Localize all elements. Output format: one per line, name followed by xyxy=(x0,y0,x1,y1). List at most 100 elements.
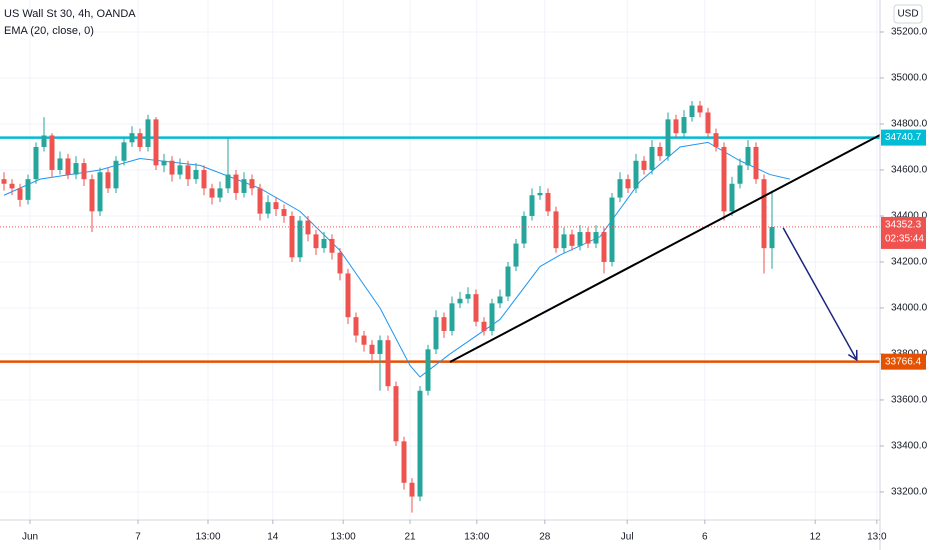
level-label: 34740.7 xyxy=(885,132,922,143)
candle-body xyxy=(265,202,271,214)
arrow-line xyxy=(782,227,858,361)
candle-body xyxy=(433,317,439,350)
countdown-label: 02:35:44 xyxy=(885,234,924,245)
candle-body xyxy=(409,482,415,497)
candle-body xyxy=(441,317,447,331)
candle-body xyxy=(489,303,495,331)
level-label-box xyxy=(881,353,926,370)
candle-body xyxy=(329,238,335,253)
x-tick-label: 28 xyxy=(539,532,551,543)
candle-body xyxy=(729,183,735,212)
candle-body xyxy=(697,105,703,113)
candle-body xyxy=(545,192,551,212)
indicator-label: EMA (20, close, 0) xyxy=(4,25,94,37)
level-label: 33766.4 xyxy=(885,356,922,367)
candle-body xyxy=(145,119,151,147)
candle-body xyxy=(529,195,535,216)
candle-body xyxy=(97,172,103,212)
candle-body xyxy=(105,172,111,189)
candle-body xyxy=(473,294,479,322)
candle-body xyxy=(313,234,319,249)
candle-body xyxy=(569,234,575,246)
candle-body xyxy=(481,321,487,331)
candle-body xyxy=(289,215,295,258)
y-tick-label: 34800.0 xyxy=(891,119,928,130)
candle-body xyxy=(137,133,143,147)
candle-body xyxy=(393,386,399,442)
candle-body xyxy=(113,160,119,189)
candle-body xyxy=(705,112,711,134)
x-tick-label: 14 xyxy=(267,532,279,543)
candle-body xyxy=(49,135,55,170)
candle-body xyxy=(129,133,135,143)
y-tick-label: 34400.0 xyxy=(891,211,928,222)
candle-body xyxy=(121,142,127,161)
candle-body xyxy=(321,238,327,249)
candle-body xyxy=(497,296,503,304)
x-tick-label: 13:0 xyxy=(867,532,887,543)
candle-body xyxy=(17,188,23,200)
y-tick-label: 33200.0 xyxy=(891,487,928,498)
candle-body xyxy=(657,146,663,157)
y-tick-label: 34200.0 xyxy=(891,257,928,268)
candle-body xyxy=(89,179,95,212)
x-tick-label: Jun xyxy=(22,532,38,543)
candle-body xyxy=(465,294,471,299)
candle-body xyxy=(353,317,359,336)
candle-body xyxy=(585,232,591,244)
last-price-box xyxy=(881,216,926,249)
candle-body xyxy=(177,165,183,175)
candle-body xyxy=(649,146,655,170)
candle-body xyxy=(385,340,391,387)
candle-body xyxy=(153,119,159,166)
candle-body xyxy=(297,220,303,258)
candle-body xyxy=(1,179,7,184)
candle-body xyxy=(281,209,287,216)
candle-body xyxy=(681,117,687,134)
candle-body xyxy=(601,232,607,262)
candle-body xyxy=(625,179,631,189)
candle-body xyxy=(425,349,431,391)
currency-label[interactable]: USD xyxy=(897,9,918,20)
candle-body xyxy=(377,340,383,354)
candle-body xyxy=(561,234,567,249)
arrow-head xyxy=(847,349,858,362)
candle-body xyxy=(73,163,79,175)
candle-body xyxy=(745,146,751,166)
candle-body xyxy=(633,160,639,189)
candle-body xyxy=(769,226,775,249)
candle-body xyxy=(33,146,39,180)
candle-body xyxy=(337,252,343,274)
candle-body xyxy=(273,202,279,210)
candle-body xyxy=(57,158,63,170)
candle-body xyxy=(81,163,87,180)
candle-body xyxy=(193,169,199,180)
candle-body xyxy=(249,179,255,189)
candle-body xyxy=(257,188,263,214)
candle-body xyxy=(721,146,727,212)
currency-button[interactable] xyxy=(893,4,923,24)
last-price-label: 34352.3 xyxy=(885,220,922,231)
candle-body xyxy=(305,220,311,235)
candle-body xyxy=(593,232,599,244)
candle-body xyxy=(217,188,223,198)
candle-body xyxy=(577,232,583,246)
x-tick-label: 13:00 xyxy=(464,532,489,543)
candle-body xyxy=(689,105,695,118)
candle-body xyxy=(513,243,519,267)
candle-body xyxy=(713,133,719,147)
candle-body xyxy=(617,179,623,198)
y-tick-label: 35200.0 xyxy=(891,27,928,38)
y-tick-label: 33600.0 xyxy=(891,395,928,406)
candle-body xyxy=(449,303,455,331)
candle-body xyxy=(457,298,463,304)
candle-body xyxy=(737,165,743,184)
y-tick-label: 34600.0 xyxy=(891,165,928,176)
candle-body xyxy=(241,179,247,193)
candle-body xyxy=(25,179,31,200)
candle-body xyxy=(761,179,767,249)
x-tick-label: 13:00 xyxy=(195,532,220,543)
candle-body xyxy=(185,165,191,180)
trend-line xyxy=(449,134,881,363)
candle-body xyxy=(505,266,511,297)
